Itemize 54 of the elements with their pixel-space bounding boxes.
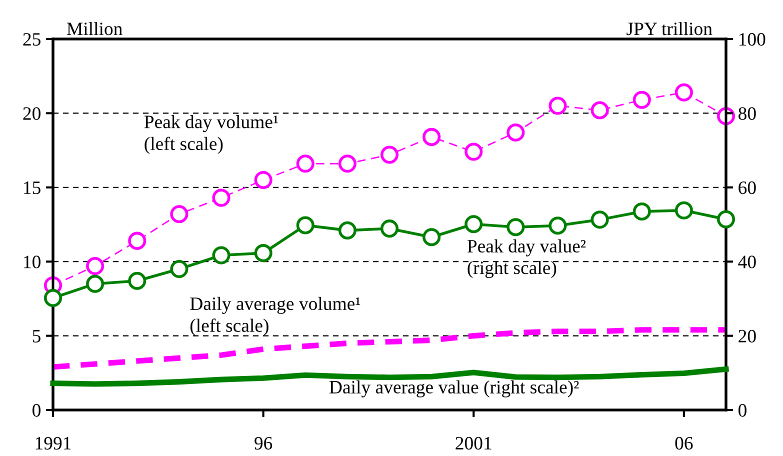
- point: [338, 154, 356, 173]
- point: [128, 232, 146, 250]
- series-label: Daily average value (right scale)²: [329, 380, 579, 398]
- point: [86, 274, 104, 293]
- point: [422, 228, 441, 246]
- series-label: Peak day volume¹ (left scale): [144, 115, 278, 154]
- y2-tick-label: 80: [738, 107, 756, 120]
- point: [380, 220, 399, 238]
- point: [170, 205, 188, 224]
- x-tick-label: 1991: [36, 436, 71, 450]
- y-tick-label: 20: [23, 107, 40, 120]
- point: [548, 96, 567, 115]
- y2-tick-label: 20: [738, 330, 756, 342]
- y2-tick-label: 40: [738, 256, 756, 268]
- point: [548, 216, 567, 235]
- point: [590, 210, 609, 229]
- point: [212, 246, 230, 264]
- point: [296, 216, 314, 234]
- point: [506, 218, 525, 236]
- series-label: Peak day value² (right scale): [467, 239, 586, 278]
- point: [464, 215, 483, 234]
- point: [716, 210, 736, 228]
- point: [86, 257, 104, 276]
- point: [506, 123, 525, 142]
- point: [338, 221, 356, 240]
- x-tick-label: 06: [675, 436, 693, 450]
- point: [44, 288, 62, 307]
- point: [254, 244, 272, 262]
- point: [422, 128, 441, 146]
- point: [632, 90, 651, 109]
- y-tick-label: 15: [24, 182, 40, 194]
- point: [128, 272, 146, 290]
- point: [380, 146, 399, 164]
- y2-axis-title: JPY trillion: [626, 22, 712, 36]
- y2-tick-label: 100: [739, 33, 766, 46]
- y-tick-label: 25: [23, 33, 40, 46]
- point: [632, 202, 651, 221]
- x-tick-label: 96: [254, 436, 272, 450]
- y2-tick-label: 0: [738, 404, 746, 417]
- y-tick-label: 0: [32, 404, 40, 417]
- point: [590, 101, 609, 120]
- point: [674, 83, 693, 102]
- point: [254, 170, 272, 190]
- series-label: Daily average volume¹ (left scale): [190, 296, 360, 336]
- y-tick-label: 5: [32, 330, 40, 342]
- y2-tick-label: 60: [738, 181, 756, 194]
- point: [674, 201, 693, 220]
- y-axis-title: Million: [67, 22, 122, 36]
- y-tick-label: 10: [24, 256, 40, 268]
- x-tick-label: 2001: [456, 436, 492, 450]
- point: [212, 188, 230, 207]
- point: [296, 154, 314, 173]
- point: [464, 142, 483, 161]
- point: [170, 260, 188, 278]
